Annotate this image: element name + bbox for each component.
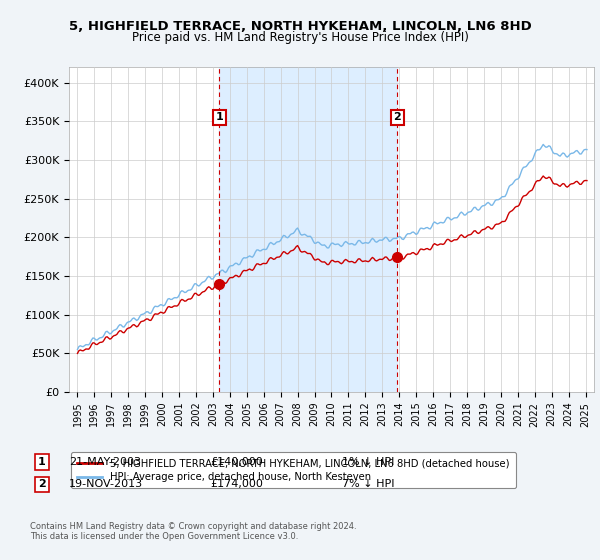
Text: £140,000: £140,000 [210,457,263,467]
Text: 2: 2 [394,113,401,123]
Text: 1: 1 [38,457,46,467]
Text: Contains HM Land Registry data © Crown copyright and database right 2024.
This d: Contains HM Land Registry data © Crown c… [30,522,356,542]
Text: 1: 1 [215,113,223,123]
Text: 1% ↓ HPI: 1% ↓ HPI [342,457,394,467]
Text: 21-MAY-2003: 21-MAY-2003 [69,457,141,467]
Text: £174,000: £174,000 [210,479,263,489]
Text: 5, HIGHFIELD TERRACE, NORTH HYKEHAM, LINCOLN, LN6 8HD: 5, HIGHFIELD TERRACE, NORTH HYKEHAM, LIN… [68,20,532,32]
Text: 19-NOV-2013: 19-NOV-2013 [69,479,143,489]
Bar [220,67,397,392]
Text: 2: 2 [38,479,46,489]
Text: 7% ↓ HPI: 7% ↓ HPI [342,479,395,489]
Text: Price paid vs. HM Land Registry's House Price Index (HPI): Price paid vs. HM Land Registry's House … [131,31,469,44]
Legend: 5, HIGHFIELD TERRACE, NORTH HYKEHAM, LINCOLN, LN6 8HD (detached house), HPI: Ave: 5, HIGHFIELD TERRACE, NORTH HYKEHAM, LIN… [71,452,516,488]
